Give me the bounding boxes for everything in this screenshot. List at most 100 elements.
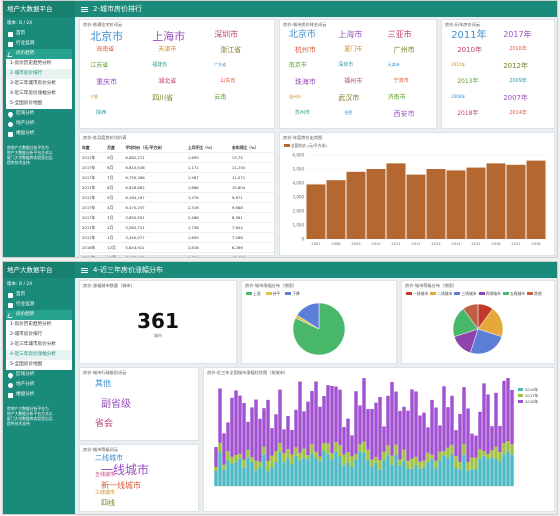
bar-segment <box>274 414 278 452</box>
cloud-word: 省会 <box>95 419 114 429</box>
bar-segment <box>254 399 258 461</box>
bar-segment <box>482 383 486 451</box>
bar-segment <box>322 396 326 444</box>
bar-segment <box>282 462 286 486</box>
bar-segment <box>378 459 382 470</box>
cloud-word: 广州市 <box>393 46 415 55</box>
nav-sales[interactable]: 楼盘分析 <box>6 390 72 400</box>
footer-text: 房地产大数据分析平台为 地产大数据分析平台方式以 厦门大学数据库实验室出品 提供技术支… <box>7 406 53 426</box>
bar-segment <box>382 426 386 452</box>
nav-region[interactable]: 区域分析 <box>6 370 72 380</box>
trend-icon <box>7 51 14 57</box>
submenu-item[interactable]: 5-全国房价地图 <box>10 101 43 106</box>
table-cell: 7月 <box>105 172 124 183</box>
bar-segment <box>262 454 266 486</box>
panel-level-cloud: 房价-城市等级词云 二线城市 一线城市 五线城市 新一线城市 三线城市 四线 <box>79 444 199 512</box>
legend-item: 四线城市 <box>478 291 501 297</box>
table-row: 2017年 7月 6,755,268 1,567 11,071 <box>80 172 274 183</box>
bar-segment <box>490 426 494 451</box>
nav-home[interactable]: 首页 <box>6 29 72 39</box>
bar-segment <box>350 456 354 467</box>
sidebar: 地产大数据平台 版本: B / 2X 首页 行业监测 房价趋势 1-房价历史趋势… <box>3 262 75 514</box>
bar-segment <box>506 378 510 442</box>
bar-segment <box>322 451 326 486</box>
bar-segment <box>390 455 394 465</box>
bar-segment <box>362 441 366 453</box>
bar-segment <box>334 442 338 452</box>
bar-segment <box>342 454 346 466</box>
nav-price[interactable]: 房价趋势 <box>6 310 72 320</box>
bar-segment <box>234 390 238 456</box>
bar-segment <box>430 399 434 455</box>
home-icon <box>8 292 13 298</box>
version-row: 版本: B / 2X <box>7 21 33 26</box>
bar-segment <box>354 391 358 454</box>
footer-text: 房地产大数据分析平台为 地产大数据分析平台方式以 厦门大学数据库实验室出品 提供技术支… <box>7 145 53 165</box>
nav-industry[interactable]: 行业监测 <box>6 39 72 49</box>
submenu-item[interactable]: 4-近三年房价涨幅分析 <box>6 350 72 360</box>
bar-segment <box>310 390 314 444</box>
bar-segment <box>302 448 306 458</box>
table-cell: 1,021 <box>185 252 230 257</box>
cloud-word: 西安市 <box>393 110 415 119</box>
table-row: 2016年 12月 5,844,921 2,818 6,286 <box>80 242 274 253</box>
bar-segment <box>250 407 254 458</box>
nav-property[interactable]: 地产分析 <box>6 380 72 390</box>
menu-icon[interactable] <box>81 6 88 12</box>
y-tick-label: 3,000 <box>293 195 305 200</box>
pie2-legend: 一线城市 二线城市 三线城市 四线城市 五线城市 其他 <box>402 291 554 297</box>
x-tick-label: 2009 <box>351 242 361 246</box>
submenu-item[interactable]: 2-城市房价排行 <box>6 69 72 79</box>
bar-segment <box>286 416 290 450</box>
nav-price[interactable]: 房价趋势 <box>6 49 72 59</box>
trend-icon <box>7 312 14 318</box>
table-cell: 3,562,721 <box>123 222 186 233</box>
table-cell: 1,699 <box>185 152 230 163</box>
location-icon <box>6 110 15 118</box>
bar-segment <box>346 418 350 453</box>
menu-icon[interactable] <box>81 267 88 273</box>
bar-segment <box>222 464 226 470</box>
nav-sales[interactable]: 楼盘分析 <box>6 129 72 139</box>
submenu-item[interactable]: 4-近三年房价涨幅分析 <box>10 91 56 96</box>
bar-segment <box>410 389 414 459</box>
nav-region[interactable]: 区域分析 <box>6 109 72 119</box>
submenu-item[interactable]: 3-近三年城市房价分析 <box>10 342 56 347</box>
bar-segment <box>418 461 422 469</box>
bar-segment <box>362 452 366 486</box>
submenu-item[interactable]: 3-近三年城市房价分析 <box>10 81 56 86</box>
table-cell: 4月 <box>105 202 124 213</box>
nav-industry[interactable]: 行业监测 <box>6 300 72 310</box>
bar-segment <box>470 469 474 486</box>
submenu-item[interactable]: 5-全国房价地图 <box>10 362 43 367</box>
table-cell: 6,286 <box>229 242 274 253</box>
bar-segment <box>258 418 262 462</box>
cloud-word: 南京市 <box>288 62 307 70</box>
bar-segment <box>282 453 286 463</box>
cloud-word: 三线城市 <box>95 490 116 497</box>
nav-home[interactable]: 首页 <box>6 290 72 300</box>
bar-segment <box>422 412 426 461</box>
bar-segment <box>350 466 354 486</box>
bar-segment <box>466 461 470 471</box>
table-cell: 13,75 <box>229 152 274 163</box>
submenu-item[interactable]: 2-城市房价排行 <box>10 332 43 337</box>
cloud-word: 2011年 <box>451 30 487 42</box>
pie-slice <box>296 302 320 330</box>
table-row: 2017年 1月 3,440,077 1,609 7,268 <box>80 232 274 243</box>
table-cell: 2017年 <box>80 172 106 183</box>
bar-segment <box>406 468 410 486</box>
table-header: 去年同比（%） <box>229 143 274 153</box>
bar-segment <box>462 387 466 444</box>
table-cell: 3,440,077 <box>123 232 186 243</box>
cloud-word: 江苏省 <box>90 62 109 70</box>
submenu-item[interactable]: 1-房价历史趋势分析 <box>10 61 52 66</box>
panel-table: 房价-各月度房价均价表 年度 月度 平均均价（元/平方米） 上月环比（%） 去年同比（%… <box>79 132 275 257</box>
bar-segment <box>330 459 334 486</box>
nav-property[interactable]: 地产分析 <box>6 119 72 129</box>
submenu-item[interactable]: 1-房价历史趋势分析 <box>10 322 52 327</box>
table-cell: 11月 <box>105 252 124 257</box>
table-row: 2017年 9月 6,882,271 1,699 13,75 <box>80 152 274 163</box>
cloud-word: 2017年 <box>503 30 532 40</box>
cloud-word: 山东省 <box>220 78 236 85</box>
